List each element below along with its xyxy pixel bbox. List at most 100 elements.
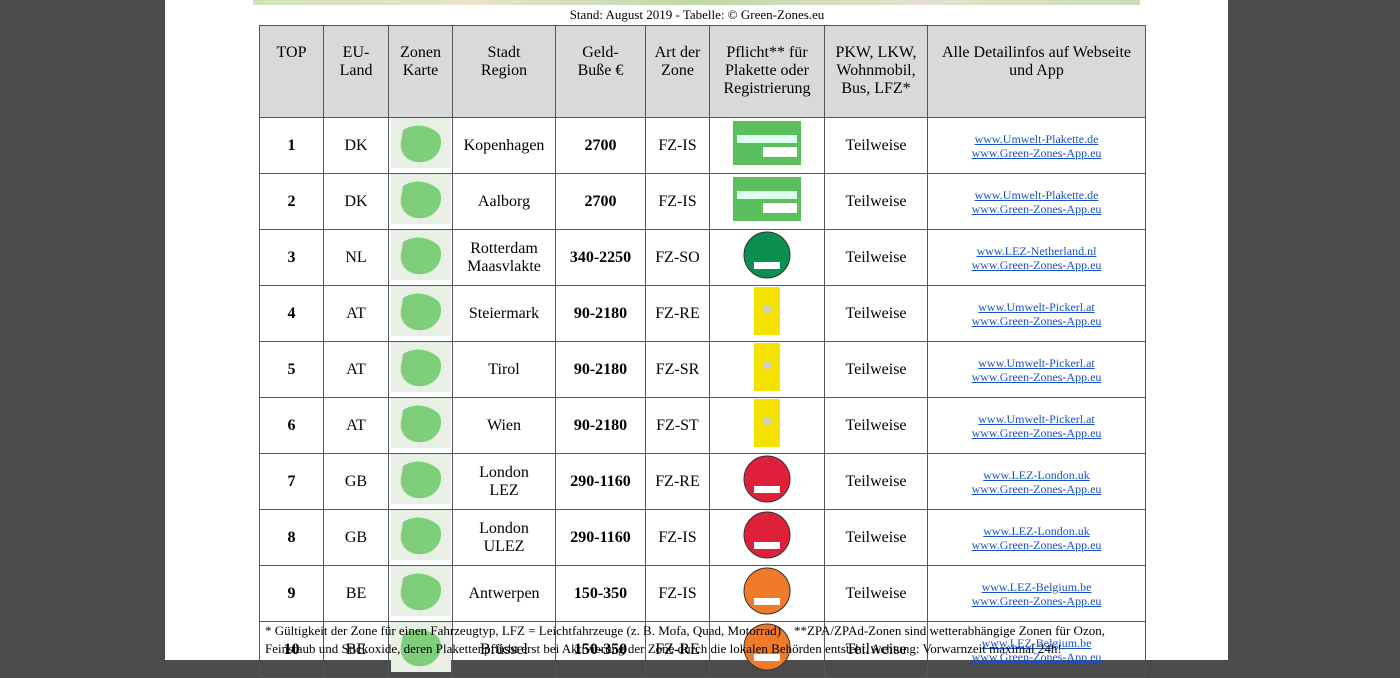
sticker-field [763, 203, 797, 213]
rank: 7 [259, 453, 324, 510]
zone-map [390, 566, 451, 616]
sticker-cell [709, 117, 825, 174]
column-header: Stadt Region [452, 25, 556, 118]
fine: 290-1160 [555, 453, 646, 510]
sticker [754, 287, 780, 335]
link[interactable]: www.Green-Zones-App.eu [971, 537, 1102, 552]
table-row: 5 AT Tirol 90-2180 FZ-SR Teilweise www.Umwelt-… [259, 341, 1146, 398]
links: www.LEZ-London.uk www.Green-Zones-App.eu [927, 509, 1146, 566]
zone-map [390, 286, 451, 336]
table-row: 1 DK Kopenhagen 2700 FZ-IS Teilweise www.Umwel… [259, 117, 1146, 174]
links: www.LEZ-Netherland.nl www.Green-Zones-App… [927, 229, 1146, 286]
rank: 8 [259, 509, 324, 566]
column-header: Art der Zone [645, 25, 710, 118]
map-cell [388, 397, 453, 454]
city: Steiermark [452, 285, 556, 342]
sticker [743, 231, 791, 279]
link[interactable]: www.LEZ-Belgium.be [981, 579, 1092, 594]
map-cell [388, 229, 453, 286]
link[interactable]: www.Umwelt-Pickerl.at [978, 355, 1095, 370]
link[interactable]: www.Umwelt-Plakette.de [974, 131, 1099, 146]
link[interactable]: www.Green-Zones-App.eu [971, 593, 1102, 608]
link[interactable]: www.Green-Zones-App.eu [971, 313, 1102, 328]
sticker-field [754, 262, 780, 269]
zone-map [390, 342, 451, 392]
map-cell [388, 173, 453, 230]
link[interactable]: www.LEZ-Belgium.be [981, 635, 1092, 650]
country: AT [323, 285, 389, 342]
zone-map [390, 510, 451, 560]
zone-map [390, 230, 451, 280]
link[interactable]: www.Green-Zones-App.eu [971, 481, 1102, 496]
zone-area [400, 461, 441, 499]
country: DK [323, 173, 389, 230]
sticker-field [754, 654, 780, 661]
link[interactable]: www.Umwelt-Pickerl.at [978, 299, 1095, 314]
zone-map [390, 174, 451, 224]
column-header: TOP [259, 25, 324, 118]
sticker-cell [709, 341, 825, 398]
sticker-field [754, 486, 780, 493]
zone-area [400, 349, 441, 387]
map-cell [388, 341, 453, 398]
vehicles: Teilweise [824, 229, 928, 286]
link[interactable]: www.Green-Zones-App.eu [971, 257, 1102, 272]
table-row: 6 AT Wien 90-2180 FZ-ST Teilweise www.Umwelt-P… [259, 397, 1146, 454]
zone-type: FZ-IS [645, 117, 710, 174]
column-header: Geld- Buße € [555, 25, 646, 118]
sticker-field [754, 598, 780, 605]
sticker-field [763, 147, 797, 157]
zone-type: FZ-IS [645, 173, 710, 230]
column-header: Alle Detailinfos auf Webseite und App [927, 25, 1146, 118]
table-row: 2 DK Aalborg 2700 FZ-IS Teilweise www.Umwelt-P… [259, 173, 1146, 230]
fine: 90-2180 [555, 397, 646, 454]
vehicles: Teilweise [824, 341, 928, 398]
zone-type: FZ-RE [645, 453, 710, 510]
link[interactable]: www.Umwelt-Plakette.de [974, 187, 1099, 202]
links: www.Umwelt-Pickerl.at www.Green-Zones-App… [927, 341, 1146, 398]
zone-type: FZ-IS [645, 509, 710, 566]
zone-type: FZ-IS [645, 565, 710, 622]
link[interactable]: www.Green-Zones-App.eu [971, 369, 1102, 384]
links: www.Umwelt-Plakette.de www.Green-Zones-Ap… [927, 117, 1146, 174]
link[interactable]: www.Green-Zones-App.eu [971, 425, 1102, 440]
city: London ULEZ [452, 509, 556, 566]
map-cell [388, 509, 453, 566]
fine: 290-1160 [555, 509, 646, 566]
fine: 340-2250 [555, 229, 646, 286]
zone-type: FZ-SR [645, 341, 710, 398]
sticker [754, 399, 780, 447]
footnote: **ZPA/ZPAd-Zonen sind wetterabhängige Zo… [265, 623, 1105, 656]
zone-area [400, 181, 441, 219]
link[interactable]: www.LEZ-Netherland.nl [976, 243, 1097, 258]
links: www.Umwelt-Pickerl.at www.Green-Zones-App… [927, 397, 1146, 454]
column-header: PKW, LKW, Wohnmobil, Bus, LFZ* [824, 25, 928, 118]
map-cell [388, 565, 453, 622]
sticker-disc [743, 567, 791, 615]
rank: 6 [259, 397, 324, 454]
zone-type: FZ-SO [645, 229, 710, 286]
link[interactable]: www.LEZ-London.uk [983, 523, 1090, 538]
map-cell [388, 453, 453, 510]
link[interactable]: www.Green-Zones-App.eu [971, 145, 1102, 160]
sticker-disc [743, 455, 791, 503]
country: DK [323, 117, 389, 174]
zone-area [400, 517, 441, 555]
link[interactable]: www.Umwelt-Pickerl.at [978, 411, 1095, 426]
link[interactable]: www.Green-Zones-App.eu [971, 201, 1102, 216]
sticker-cell [709, 285, 825, 342]
city: Rotterdam Maasvlakte [452, 229, 556, 286]
table-row: 4 AT Steiermark 90-2180 FZ-RE Teilweise www.Um… [259, 285, 1146, 342]
sticker-cell [709, 173, 825, 230]
sticker-cell [709, 229, 825, 286]
map-strip [253, 0, 1140, 5]
rank: 9 [259, 565, 324, 622]
rank: 3 [259, 229, 324, 286]
zone-map [390, 398, 451, 448]
link[interactable]: www.LEZ-London.uk [983, 467, 1090, 482]
sticker-band [737, 135, 797, 143]
rank: 4 [259, 285, 324, 342]
sticker [733, 177, 801, 221]
city: London LEZ [452, 453, 556, 510]
zone-area [400, 405, 441, 443]
